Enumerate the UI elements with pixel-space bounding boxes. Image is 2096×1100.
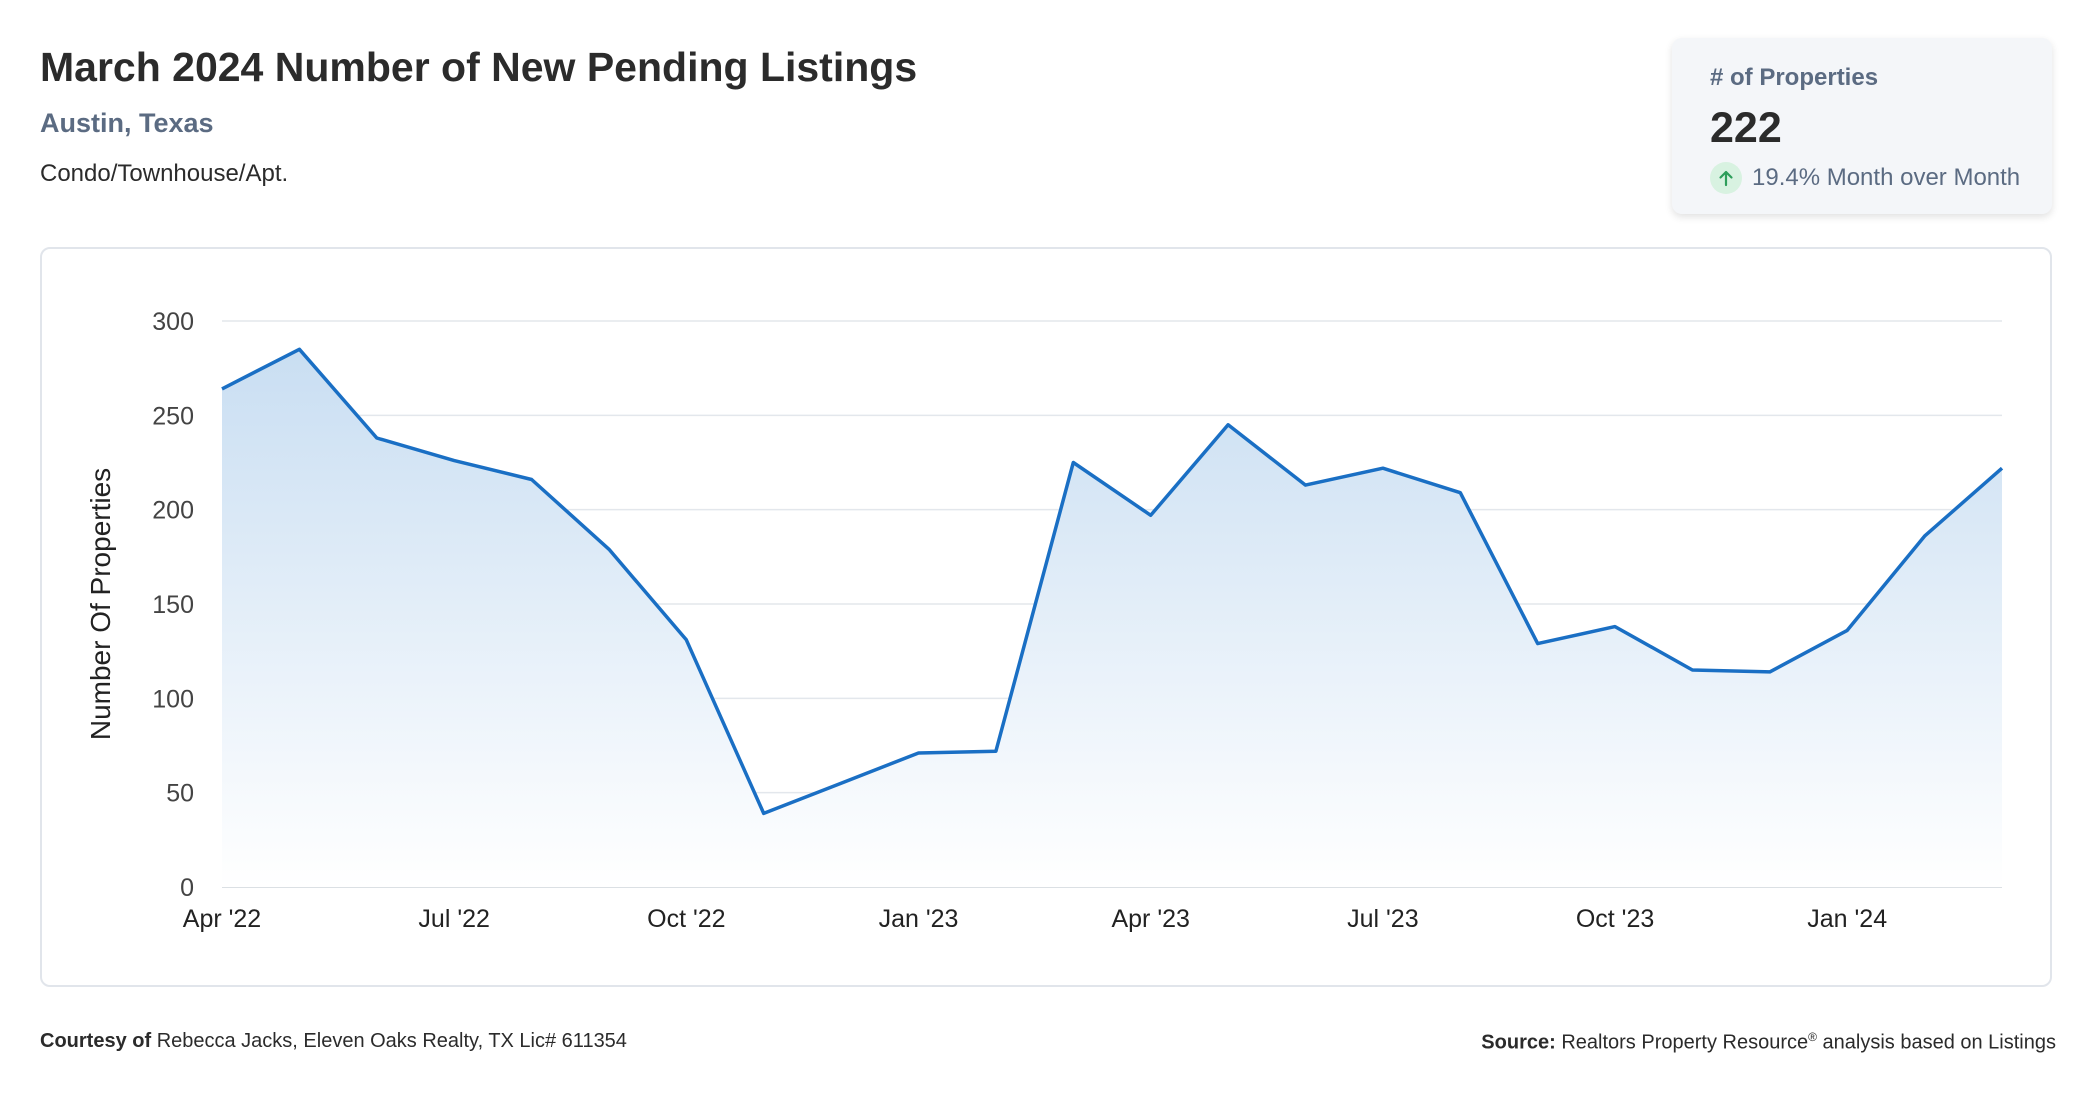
series-area: [222, 349, 2002, 887]
x-tick-label: Oct '23: [1576, 905, 1654, 933]
courtesy-text: Rebecca Jacks, Eleven Oaks Realty, TX Li…: [156, 1030, 627, 1052]
stat-change-text: 19.4% Month over Month: [1752, 164, 2021, 191]
y-tick-label: 150: [152, 591, 194, 619]
x-tick-label: Oct '22: [647, 905, 725, 933]
courtesy-label: Courtesy of: [40, 1030, 152, 1052]
registered-mark: ®: [1808, 1030, 1817, 1044]
y-tick-label: 50: [166, 780, 194, 808]
property-category: Condo/Townhouse/Apt.: [40, 160, 289, 187]
x-tick-label: Jan '24: [1807, 905, 1887, 933]
y-axis-label: Number Of Properties: [85, 468, 116, 740]
source-footer: Source: Realtors Property Resource® anal…: [1481, 1030, 2056, 1055]
x-tick-label: Apr '22: [183, 905, 261, 933]
location-subtitle: Austin, Texas: [40, 108, 214, 138]
page-title: March 2024 Number of New Pending Listing…: [40, 44, 918, 90]
stat-card: # of Properties 222 19.4% Month over Mon…: [1672, 38, 2052, 214]
y-tick-label: 300: [152, 308, 194, 336]
stat-change: 19.4% Month over Month: [1710, 162, 2020, 194]
y-tick-label: 250: [152, 402, 194, 430]
y-tick-label: 200: [152, 497, 194, 525]
source-text: Realtors Property Resource: [1561, 1031, 1809, 1054]
chart-container: 0 50 100 150 200 250 300 Apr '22 Jul '22 Oct '22…: [40, 247, 2052, 987]
arrow-up-icon: [1710, 162, 1742, 194]
y-tick-label: 100: [152, 685, 194, 713]
source-label: Source:: [1481, 1031, 1556, 1054]
x-tick-label: Jul '22: [418, 905, 489, 933]
line-chart: 0 50 100 150 200 250 300 Apr '22 Jul '22 Oct '22…: [85, 308, 2004, 933]
x-tick-label: Apr '23: [1111, 905, 1189, 933]
source-suffix: analysis based on Listings: [1816, 1031, 2057, 1054]
x-tick-label: Jan '23: [879, 905, 959, 933]
stat-label: # of Properties: [1710, 64, 1879, 91]
y-tick-label: 0: [180, 874, 194, 902]
x-tick-label: Jul '23: [1347, 905, 1418, 933]
courtesy-footer: Courtesy of Rebecca Jacks, Eleven Oaks R…: [40, 1030, 627, 1053]
series-line: [221, 347, 2004, 816]
stat-value: 222: [1710, 104, 1782, 152]
